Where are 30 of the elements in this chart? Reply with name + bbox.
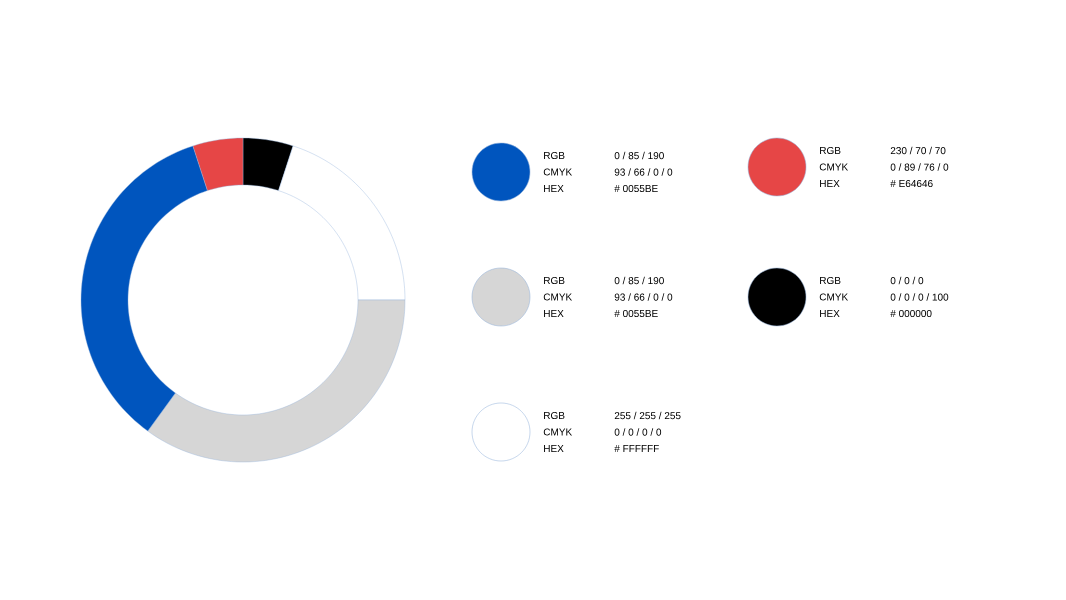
text: # 000000 xyxy=(890,309,932,318)
text: CMYK xyxy=(543,293,573,301)
text: CMYK xyxy=(819,163,849,171)
text: HEX xyxy=(544,445,564,452)
text: 0 / 89 / 76 / 0 xyxy=(890,163,949,171)
text: RGB xyxy=(544,411,565,420)
text: HEX xyxy=(820,310,840,317)
text: 230 / 70 / 70 xyxy=(890,146,946,155)
text: 93 / 66 / 0 / 0 xyxy=(614,293,673,301)
text: CMYK xyxy=(543,428,573,436)
text: # E64646 xyxy=(890,179,933,188)
text: HEX xyxy=(820,180,840,187)
text: RGB xyxy=(820,146,841,155)
text: # FFFFFF xyxy=(614,445,659,452)
text: 255 / 255 / 255 xyxy=(614,411,681,420)
text: CMYK xyxy=(543,168,573,176)
text: # 0055BE xyxy=(614,309,658,318)
text: RGB xyxy=(544,276,565,285)
text: 0 / 0 / 0 / 0 xyxy=(614,428,662,436)
text: RGB xyxy=(820,276,841,285)
text: HEX xyxy=(544,185,564,192)
text: RGB xyxy=(544,151,565,160)
text: 93 / 66 / 0 / 0 xyxy=(614,168,673,176)
text: CMYK xyxy=(819,293,849,301)
text: 0 / 0 / 0 xyxy=(890,276,924,285)
text: 0 / 85 / 190 xyxy=(614,276,664,285)
text: 0 / 85 / 190 xyxy=(614,151,664,160)
text: HEX xyxy=(544,310,564,317)
text: 0 / 0 / 0 / 100 xyxy=(890,293,949,301)
text: # 0055BE xyxy=(614,184,658,193)
